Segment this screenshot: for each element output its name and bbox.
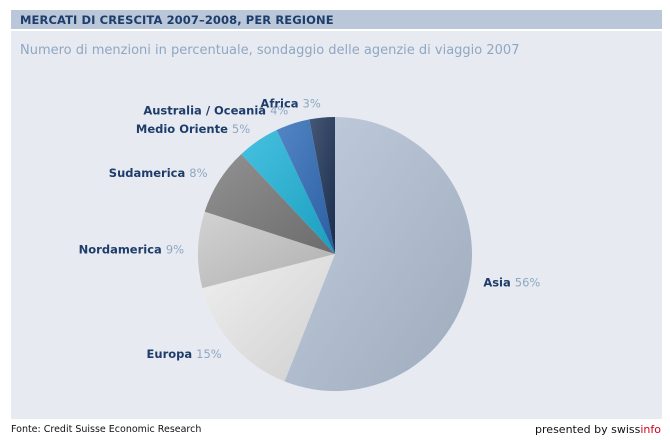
pie-label-medio-oriente: Medio Oriente 5% [136, 122, 250, 136]
pie-label-value: 9% [166, 242, 184, 256]
pie-slice-europa [202, 254, 335, 382]
pie-label-name: Medio Oriente [136, 122, 232, 136]
pie-label-value: 3% [303, 97, 321, 111]
pie-label-sudamerica: Sudamerica 8% [109, 166, 208, 180]
pie-label-value: 56% [515, 275, 541, 289]
pie-label-europa: Europa 15% [147, 347, 222, 361]
pie-label-asia: Asia 56% [483, 275, 540, 289]
pie-slice-sudamerica [204, 154, 335, 254]
brand-swiss: swiss [611, 423, 641, 436]
pie-label-australia-oceania: Australia / Oceania 4% [143, 103, 288, 117]
header-bar: MERCATI DI CRESCITA 2007–2008, PER REGIO… [11, 10, 662, 29]
chart-panel: Numero di menzioni in percentuale, sonda… [11, 31, 662, 419]
pie-label-africa: Africa 3% [260, 97, 320, 111]
pie-chart: Asia 56% Europa 15% Nordamerica 9% Sudameri… [79, 97, 541, 392]
chart-subtitle: Numero di menzioni in percentuale, sonda… [20, 43, 520, 58]
pie-label-name: Nordamerica [79, 242, 166, 256]
pie-label-value: 4% [270, 103, 288, 117]
pie-slice-asia [284, 117, 473, 392]
pie-label-value: 8% [189, 166, 207, 180]
chart-title: MERCATI DI CRESCITA 2007–2008, PER REGIO… [20, 13, 334, 27]
credit-prefix: presented by [535, 423, 612, 436]
footer-credit[interactable]: presented by swissinfo [535, 423, 661, 436]
pie-label-name: Australia / Oceania [143, 103, 270, 117]
pie-slice-nordamerica [198, 211, 335, 289]
pie-label-name: Asia [483, 275, 514, 289]
pie-label-name: Africa [260, 97, 302, 111]
pie-label-nordamerica: Nordamerica 9% [79, 242, 184, 256]
pie-slice-australia-oceania [276, 119, 335, 255]
pie-label-value: 5% [232, 122, 250, 136]
brand-info: info [640, 423, 661, 436]
pie-label-name: Sudamerica [109, 166, 189, 180]
footer-source: Fonte: Credit Suisse Economic Research [11, 424, 202, 435]
pie-slice-medio-oriente [241, 130, 335, 254]
pie-labels: Asia 56% Europa 15% Nordamerica 9% Sudameri… [79, 97, 541, 361]
pie-slice-africa [309, 117, 335, 254]
pie-label-name: Europa [147, 347, 197, 361]
pie-slices [198, 117, 473, 392]
pie-label-value: 15% [196, 347, 222, 361]
